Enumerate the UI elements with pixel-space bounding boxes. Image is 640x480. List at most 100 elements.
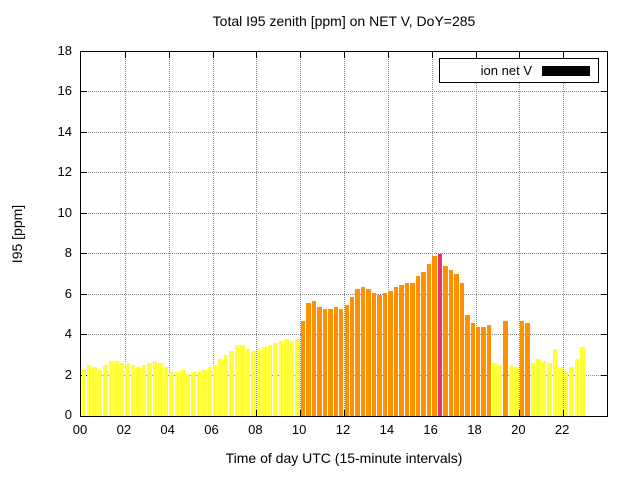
bar [377, 294, 382, 416]
x-tick-mark [431, 52, 433, 58]
bar [328, 308, 333, 416]
bar [519, 320, 525, 416]
y-tick-mark [601, 91, 607, 93]
bar [322, 308, 328, 416]
y-tick-label: 2 [64, 366, 72, 382]
grid-line-vertical [519, 52, 521, 416]
bar [300, 320, 306, 416]
x-tick-mark [519, 52, 521, 58]
bar [349, 296, 355, 416]
y-tick-mark [601, 253, 607, 255]
grid-line-vertical [387, 52, 389, 416]
bar [503, 320, 508, 416]
grid-line-vertical [563, 52, 565, 416]
bar [108, 361, 114, 416]
y-tick-label: 12 [57, 164, 72, 180]
bar [497, 365, 503, 416]
bar [317, 306, 322, 416]
bar [360, 286, 366, 416]
x-tick-label: 10 [291, 422, 307, 437]
bar [558, 367, 563, 416]
grid-line-vertical [212, 52, 214, 416]
bar [130, 365, 136, 416]
y-tick-mark [81, 334, 87, 336]
y-tick-label: 0 [64, 407, 72, 422]
y-tick-labels: 0 2 4 6 8 10 12 14 16 18 [0, 43, 72, 422]
bar [169, 371, 174, 416]
bar [196, 371, 202, 416]
x-tick-mark [124, 52, 126, 58]
x-tick-label: 04 [160, 422, 175, 437]
y-tick-mark [81, 212, 87, 214]
bar [399, 284, 404, 416]
bar [552, 349, 558, 416]
y-tick-label: 18 [57, 43, 72, 58]
bar [141, 365, 147, 416]
legend: ion net V [439, 58, 599, 83]
bar [481, 327, 486, 416]
bar [530, 363, 536, 416]
bar [339, 308, 344, 416]
x-tick-label: 18 [467, 422, 482, 437]
bar [207, 367, 212, 416]
y-tick-mark [81, 172, 87, 174]
x-tick-label: 06 [204, 422, 219, 437]
bar [459, 282, 465, 416]
grid-line-vertical [431, 52, 433, 416]
bar [267, 345, 273, 416]
y-tick-mark [601, 172, 607, 174]
y-tick-label: 6 [64, 285, 72, 301]
bar [97, 369, 103, 416]
bar [563, 371, 569, 416]
bar [306, 302, 311, 416]
chart-title: Total I95 zenith [ppm] on NET V, DoY=285 [212, 13, 476, 29]
x-tick-label: 00 [72, 422, 88, 437]
bar [410, 282, 415, 416]
bar [574, 359, 580, 416]
bar [163, 367, 169, 416]
x-tick-label: 08 [248, 422, 263, 437]
bar [476, 327, 481, 416]
bar [514, 367, 519, 416]
bar [508, 365, 514, 416]
bar [448, 270, 454, 416]
bar [256, 349, 262, 416]
bar [569, 367, 574, 416]
x-tick-label: 20 [511, 422, 526, 437]
grid-line-vertical [168, 52, 170, 416]
bar [547, 363, 552, 416]
bar [240, 345, 245, 416]
bar [525, 322, 530, 416]
y-tick-mark [81, 293, 87, 295]
bar [541, 361, 547, 416]
bar [262, 347, 267, 416]
bar [147, 363, 152, 416]
bar [114, 361, 119, 416]
bar [245, 349, 251, 416]
bar [81, 369, 86, 416]
y-tick-mark [81, 131, 87, 133]
bar [492, 363, 497, 416]
grid-line-vertical [300, 52, 302, 416]
bar [251, 351, 256, 416]
bar [284, 339, 289, 416]
bar [443, 266, 448, 416]
y-tick-label: 14 [57, 123, 72, 139]
grid-line-vertical [256, 52, 258, 416]
x-tick-mark [475, 52, 477, 58]
bar [223, 355, 229, 416]
bar [125, 363, 130, 416]
legend-swatch [542, 65, 590, 76]
bar [580, 347, 585, 416]
grid-line-vertical [475, 52, 477, 416]
bar [191, 371, 196, 416]
y-tick-label: 8 [64, 245, 72, 261]
y-tick-mark [81, 253, 87, 255]
bar [382, 292, 388, 416]
x-tick-mark [344, 52, 345, 58]
bar [355, 288, 360, 416]
x-tick-label: 22 [554, 422, 570, 437]
x-tick-mark [387, 52, 389, 58]
bar [311, 300, 317, 416]
